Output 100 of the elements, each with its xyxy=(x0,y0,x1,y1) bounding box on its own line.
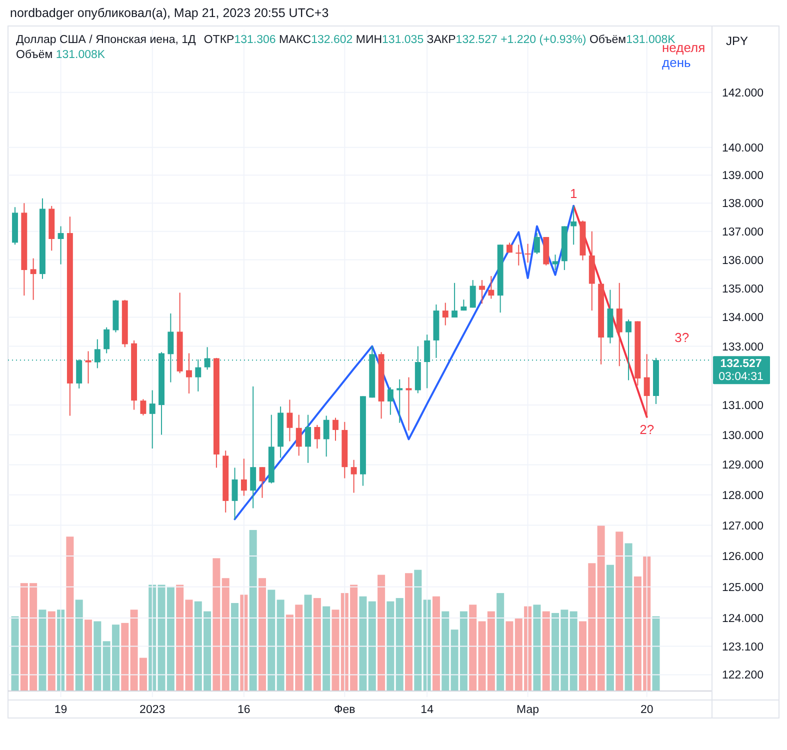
bar xyxy=(570,611,578,691)
bar xyxy=(496,593,504,691)
bar xyxy=(313,598,321,691)
bar xyxy=(597,525,605,691)
x-tick-label: Фев xyxy=(334,704,356,716)
candlestick xyxy=(104,326,110,354)
candlestick xyxy=(488,276,494,300)
candlestick xyxy=(626,319,632,381)
y-tick-label: 140.000 xyxy=(722,142,764,154)
candlestick xyxy=(332,417,338,442)
bar xyxy=(606,564,614,691)
y-tick-label: 137.000 xyxy=(722,226,764,238)
candlestick xyxy=(452,282,458,318)
y-tick-label: 122.200 xyxy=(722,670,764,682)
bar xyxy=(268,590,276,691)
candlestick xyxy=(350,459,357,494)
y-axis-title: JPY xyxy=(726,34,748,48)
candlestick xyxy=(286,399,293,442)
candlestick xyxy=(424,334,430,389)
candlestick xyxy=(570,205,577,246)
y-tick-label: 129.000 xyxy=(722,460,764,472)
bar xyxy=(84,620,92,691)
y-tick-label: 127.000 xyxy=(722,520,764,532)
y-tick-label: 135.000 xyxy=(722,283,764,296)
bar xyxy=(66,536,74,691)
candlestick xyxy=(534,232,540,255)
candlestick xyxy=(85,350,92,384)
bar xyxy=(542,611,550,691)
candlestick xyxy=(186,352,192,394)
candlestick xyxy=(616,282,622,367)
line-series xyxy=(572,204,648,418)
chart-title: Доллар США / Японская иена, 1Д xyxy=(16,34,196,46)
candlestick xyxy=(140,398,146,416)
bar xyxy=(652,616,660,691)
bar xyxy=(94,621,102,691)
y-tick-label: 125.000 xyxy=(722,582,764,594)
text: nordbadger опубликовал(а), Мар 21, 2023 20:55 UTC+3 xyxy=(10,6,329,20)
bar xyxy=(616,532,624,691)
bar xyxy=(386,601,394,691)
y-tick-label: 136.000 xyxy=(722,254,764,267)
annotation: 2? xyxy=(640,422,654,437)
candlestick xyxy=(442,302,448,326)
x-tick-label: 14 xyxy=(420,704,434,716)
candlestick xyxy=(314,424,320,449)
y-tick-label: 138.000 xyxy=(722,198,764,210)
bar xyxy=(368,601,376,691)
candlestick xyxy=(470,280,476,308)
y-tick-label: 124.000 xyxy=(722,613,764,626)
candlestick xyxy=(524,243,531,264)
bar xyxy=(405,573,413,691)
bar xyxy=(378,574,386,691)
candlestick xyxy=(149,390,156,449)
bar xyxy=(533,604,541,691)
y-tick-label: 131.000 xyxy=(722,400,764,412)
bar xyxy=(231,603,239,691)
text: 3? xyxy=(674,330,690,345)
candlestick xyxy=(396,378,403,424)
bar xyxy=(432,596,440,691)
candlestick xyxy=(296,414,302,456)
y-tick-label: 123.100 xyxy=(722,641,764,654)
bar xyxy=(414,570,422,691)
x-tick-label: 2023 xyxy=(140,704,166,716)
candlestick xyxy=(516,244,522,266)
bar xyxy=(469,604,477,691)
line-series xyxy=(234,204,575,520)
bar xyxy=(359,596,367,691)
y-tick-label: 128.000 xyxy=(722,490,764,502)
bar xyxy=(396,598,404,691)
candlestick xyxy=(30,258,36,300)
annotation: Объём 131.008K xyxy=(16,49,106,61)
y-tick-label: 134.000 xyxy=(722,312,764,324)
y-tick-label: 126.000 xyxy=(722,550,764,563)
candlestick xyxy=(552,254,558,271)
candlestick xyxy=(250,386,256,509)
candlestick xyxy=(259,466,266,498)
bar xyxy=(258,578,266,691)
candlestick xyxy=(305,414,312,464)
bar xyxy=(249,530,257,691)
x-tick-label: 16 xyxy=(238,704,250,716)
y-tick-label: 130.000 xyxy=(722,430,764,442)
x-tick-label: Мар xyxy=(516,704,540,716)
candlestick xyxy=(406,376,412,432)
bar xyxy=(212,558,220,691)
bar xyxy=(121,622,129,691)
bar xyxy=(304,594,312,691)
bar xyxy=(322,606,330,691)
candlestick xyxy=(323,415,330,458)
x-tick-label: 19 xyxy=(54,704,68,716)
text: день xyxy=(662,55,691,70)
x-tick-label: 20 xyxy=(640,704,654,716)
ref-line-label: 132.527 xyxy=(720,358,762,370)
bar xyxy=(38,610,46,691)
bar xyxy=(624,543,632,691)
bar xyxy=(442,611,450,691)
bar xyxy=(276,600,284,691)
y-tick-label: 139.000 xyxy=(722,170,764,182)
bar xyxy=(48,611,56,691)
candlestick xyxy=(479,280,485,304)
annotation: 1 xyxy=(570,186,578,201)
bar xyxy=(75,600,83,691)
